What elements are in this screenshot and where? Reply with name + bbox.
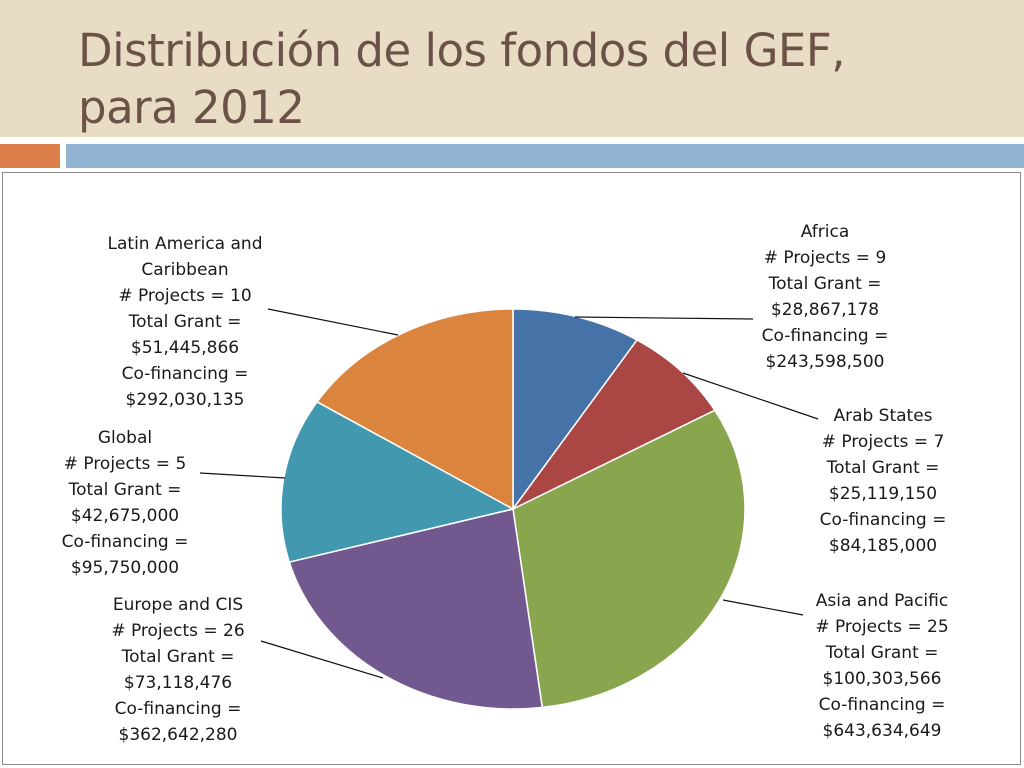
data-label-line: Total Grant = (825, 643, 939, 663)
data-label-line: # Projects = 5 (64, 454, 187, 474)
data-label-asia-and-pacific: Asia and Pacific # Projects = 25 Total Gra… (815, 591, 948, 741)
data-label-line: $243,598,500 (766, 352, 885, 372)
data-label-europe-and-cis: Europe and CIS # Projects = 26 Total Grant… (111, 595, 244, 745)
pie-slice-europe-and-cis (288, 508, 544, 710)
data-label-line: Caribbean (141, 260, 228, 280)
data-label-line: Total Grant = (128, 312, 242, 332)
pie-slice-global (280, 400, 516, 563)
data-label-line: Co-financing = (819, 695, 946, 715)
chart-frame: Africa # Projects = 9 Total Grant = $28,867… (2, 172, 1021, 765)
data-label-line: Total Grant = (768, 274, 882, 294)
title-band (0, 0, 1024, 137)
pie-slice-arab-states (512, 339, 716, 510)
data-label-line: Latin America and (108, 234, 263, 254)
data-label-line: Co-financing = (62, 532, 189, 552)
leader-line-africa (574, 316, 754, 320)
data-label-line: $643,634,649 (823, 721, 942, 741)
data-label-line: Total Grant = (826, 458, 940, 478)
data-label-line: # Projects = 26 (111, 621, 244, 641)
data-label-line: Asia and Pacific (816, 591, 948, 611)
data-label-latin-america-and-caribbean: Latin America and Caribbean # Projects = 1… (108, 234, 263, 410)
data-label-line: # Projects = 7 (822, 432, 945, 452)
data-label-line: $73,118,476 (124, 673, 232, 693)
slide-title-line-2: para 2012 (78, 81, 305, 134)
data-label-africa: Africa # Projects = 9 Total Grant = $28,867… (762, 222, 889, 372)
data-label-arab-states: Arab States # Projects = 7 Total Grant = $2… (820, 406, 947, 556)
data-label-line: Co-financing = (115, 699, 242, 719)
data-label-line: $28,867,178 (771, 300, 879, 320)
data-label-line: $292,030,135 (126, 390, 245, 410)
slide-title: Distribución de los fondos del GEF, para… (78, 22, 846, 136)
pie-chart: Africa # Projects = 9 Total Grant = $28,867… (62, 222, 949, 745)
data-label-line: $100,303,566 (823, 669, 942, 689)
data-label-line: Co-financing = (762, 326, 889, 346)
accent-bar-orange (0, 144, 60, 168)
data-label-line: # Projects = 25 (815, 617, 948, 637)
data-label-line: $25,119,150 (829, 484, 937, 504)
pie-slice-latin-america-and-caribbean (316, 308, 514, 511)
data-label-line: Global (98, 428, 152, 448)
slide-title-line-1: Distribución de los fondos del GEF, (78, 24, 846, 77)
leader-line-latin-america-and-caribbean (267, 308, 399, 336)
data-label-line: Europe and CIS (113, 595, 243, 615)
data-label-line: Total Grant = (121, 647, 235, 667)
data-label-line: Co-financing = (820, 510, 947, 530)
leader-line-europe-and-cis (260, 640, 384, 679)
data-label-line: $362,642,280 (119, 725, 238, 745)
data-label-global: Global # Projects = 5 Total Grant = $42,675… (62, 428, 189, 578)
pie-slice-asia-and-pacific (512, 409, 746, 709)
data-label-line: $51,445,866 (131, 338, 239, 358)
leader-line-global (199, 472, 286, 479)
data-label-line: Arab States (833, 406, 932, 426)
data-label-line: Co-financing = (122, 364, 249, 384)
data-label-line: Total Grant = (68, 480, 182, 500)
leader-line-asia-and-pacific (722, 599, 804, 616)
data-label-line: $84,185,000 (829, 536, 937, 556)
data-label-line: $95,750,000 (71, 558, 179, 578)
data-label-line: # Projects = 10 (118, 286, 251, 306)
data-label-line: $42,675,000 (71, 506, 179, 526)
data-label-line: Africa (801, 222, 850, 242)
leader-line-arab-states (682, 372, 819, 420)
data-label-line: # Projects = 9 (764, 248, 887, 268)
accent-bar-blue (66, 144, 1024, 168)
